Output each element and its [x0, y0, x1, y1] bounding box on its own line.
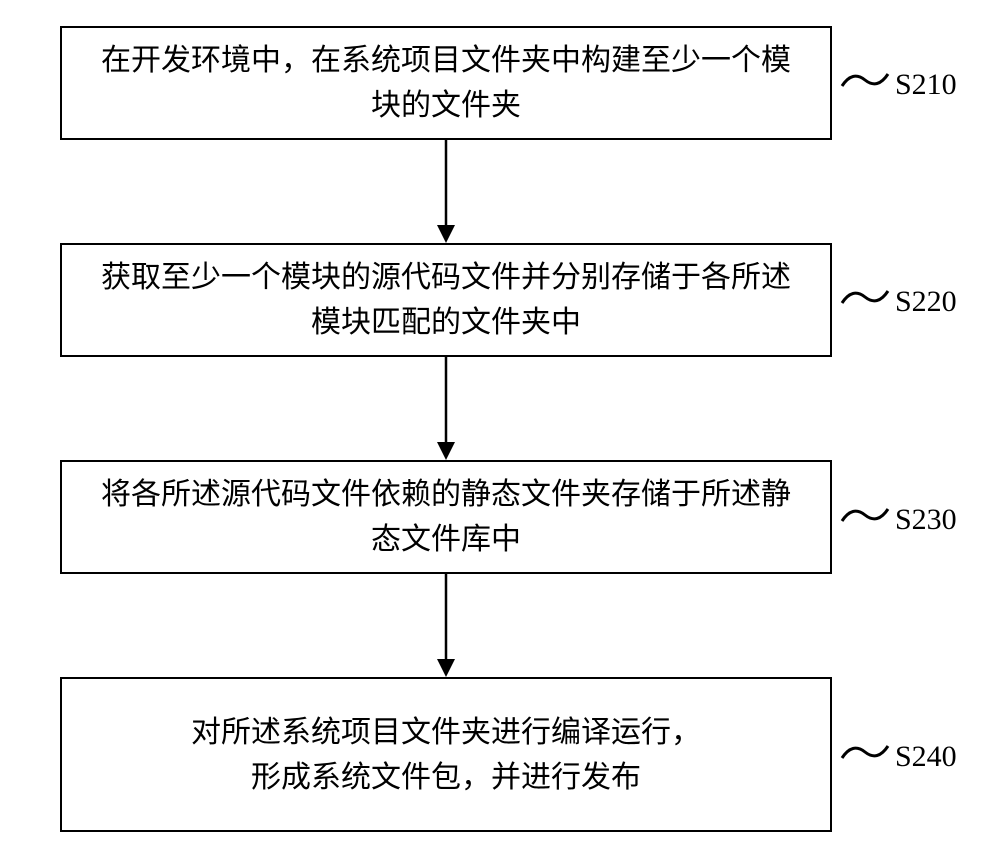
step-box-S210: 在开发环境中，在系统项目文件夹中构建至少一个模块的文件夹: [60, 26, 832, 140]
step-text: 对所述系统项目文件夹进行编译运行， 形成系统文件包，并进行发布: [191, 710, 701, 800]
step-text: 将各所述源代码文件依赖的静态文件夹存储于所述静态文件库中: [92, 472, 800, 562]
step-label-S230: S230: [895, 503, 957, 537]
step-box-S220: 获取至少一个模块的源代码文件并分别存储于各所述模块匹配的文件夹中: [60, 243, 832, 357]
step-label-S240: S240: [895, 740, 957, 774]
step-text: 在开发环境中，在系统项目文件夹中构建至少一个模块的文件夹: [92, 38, 800, 128]
step-box-S230: 将各所述源代码文件依赖的静态文件夹存储于所述静态文件库中: [60, 460, 832, 574]
step-box-S240: 对所述系统项目文件夹进行编译运行， 形成系统文件包，并进行发布: [60, 677, 832, 832]
flowchart-canvas: 在开发环境中，在系统项目文件夹中构建至少一个模块的文件夹 S210 获取至少一个模块…: [0, 0, 1000, 866]
tilde-connector: [840, 68, 890, 92]
step-text: 获取至少一个模块的源代码文件并分别存储于各所述模块匹配的文件夹中: [92, 255, 800, 345]
step-label-S220: S220: [895, 285, 957, 319]
tilde-connector: [840, 285, 890, 309]
tilde-connector: [840, 740, 890, 764]
tilde-connector: [840, 503, 890, 527]
step-label-S210: S210: [895, 68, 957, 102]
